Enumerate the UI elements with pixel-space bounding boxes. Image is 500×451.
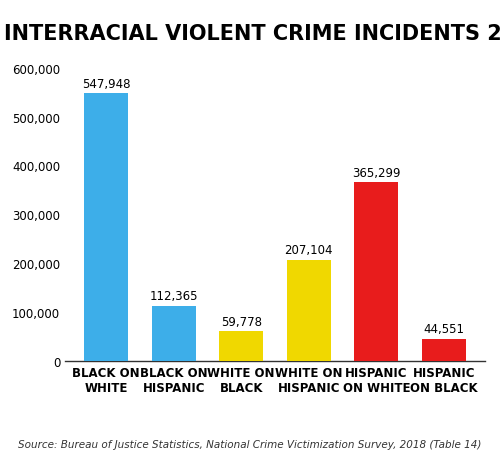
Text: 365,299: 365,299: [352, 166, 401, 179]
Text: 59,778: 59,778: [220, 315, 262, 328]
Bar: [84, 94, 128, 361]
Text: 207,104: 207,104: [284, 244, 333, 257]
Text: 44,551: 44,551: [424, 323, 465, 336]
Bar: [219, 331, 263, 361]
Bar: [152, 306, 196, 361]
Text: Source: Bureau of Justice Statistics, National Crime Victimization Survey, 2018 : Source: Bureau of Justice Statistics, Na…: [18, 439, 481, 449]
Title: INTERRACIAL VIOLENT CRIME INCIDENTS 2018: INTERRACIAL VIOLENT CRIME INCIDENTS 2018: [4, 24, 500, 44]
Bar: [422, 339, 466, 361]
Bar: [287, 260, 331, 361]
Text: 547,948: 547,948: [82, 78, 130, 91]
Text: 112,365: 112,365: [150, 290, 198, 303]
Bar: [354, 183, 399, 361]
